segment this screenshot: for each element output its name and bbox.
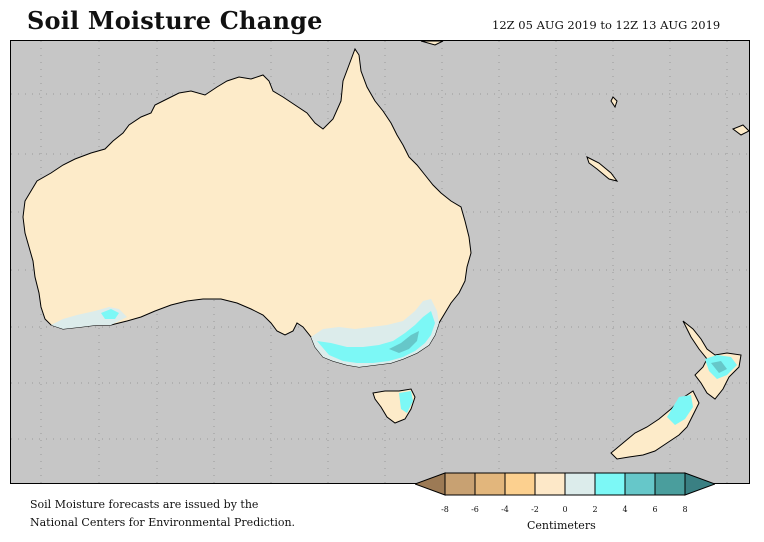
source-note: Soil Moisture forecasts are issued by th… [30,496,295,532]
australia-landmass [22,47,472,368]
legend-swatch [504,472,536,496]
color-legend: -8 -6 -4 -2 0 2 4 6 8 Centimeters [415,471,715,532]
sw-wet-zone [101,309,119,319]
legend-swatch [444,472,476,496]
nz-north-wetter-zone [711,361,727,373]
legend-tick-label: -2 [531,505,539,514]
legend-swatch [564,472,596,496]
legend-bar [415,472,715,496]
legend-tick-label: 6 [652,505,658,514]
fiji-island [731,124,749,136]
legend-tick-label: 2 [592,505,598,514]
date-range: 12Z 05 AUG 2019 to 12Z 13 AUG 2019 [492,18,721,32]
source-note-line1: Soil Moisture forecasts are issued by th… [30,498,259,511]
legend-tick-label: 8 [682,505,688,514]
legend-swatch [624,472,656,496]
legend-tick-label: -4 [501,505,509,514]
legend-tick-label: 0 [562,505,568,514]
legend-arrow-high [684,472,715,496]
legend-swatch [594,472,626,496]
legend-tick-label: -8 [441,505,449,514]
legend-units: Centimeters [527,519,596,532]
vanuatu-island [610,96,618,109]
source-note-line2: National Centers for Environmental Predi… [30,516,296,529]
legend-swatch [534,472,566,496]
map-title: Soil Moisture Change [27,6,323,35]
nz-south-wet-zone [667,395,693,425]
png-coast [420,41,444,46]
legend-arrow-low [415,472,446,496]
legend-swatch [654,472,686,496]
victoria-wetter-zone [389,331,419,353]
tasmania-wet-zone [399,391,413,413]
legend-tick-label: 4 [622,505,628,514]
map-canvas [11,41,749,483]
legend-swatch [474,472,506,496]
map-panel [10,40,750,484]
legend-tick-label: -6 [471,505,479,514]
new-caledonia-island [586,156,619,182]
